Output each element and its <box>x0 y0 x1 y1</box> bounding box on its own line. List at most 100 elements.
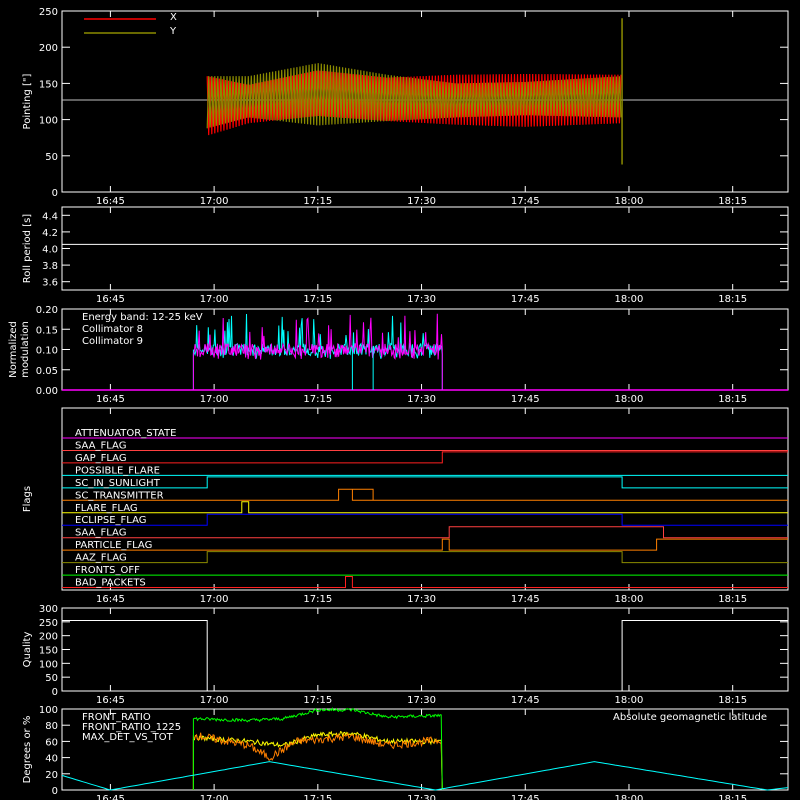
flag-label: POSSIBLE_FLARE <box>75 465 160 476</box>
flag-label: SC_TRANSMITTER <box>75 490 164 501</box>
quality-ylabel: Quality <box>22 632 33 668</box>
ratios-xtick-label: 18:00 <box>615 794 644 800</box>
quality-xtick-label: 17:00 <box>200 695 229 706</box>
flags-frame <box>61 407 789 591</box>
flag-line <box>62 451 788 464</box>
roll_period-xtick-label: 17:30 <box>407 294 436 305</box>
quality-ytick-label: 200 <box>39 632 58 643</box>
quality-ytick-label: 250 <box>39 618 58 629</box>
flag-line <box>62 576 788 589</box>
ratios-legend-label: MAX_DET_VS_TOT <box>82 732 174 743</box>
pointing-xtick-label: 17:15 <box>303 196 332 207</box>
pointing-frame <box>61 10 789 193</box>
flag-line <box>62 538 788 551</box>
flag-label: ECLIPSE_FLAG <box>75 515 146 526</box>
modulation-ytick-label: 0.00 <box>36 386 58 397</box>
roll_period-xtick-label: 17:00 <box>200 294 229 305</box>
pointing-xtick-label: 18:00 <box>615 196 644 207</box>
pointing-ytick-label: 100 <box>39 116 58 127</box>
ratios-ytick-label: 100 <box>39 705 58 716</box>
modulation-ylabel: modulation <box>20 321 31 378</box>
modulation-ylabel: Normalized <box>8 321 19 378</box>
quality-ytick-label: 100 <box>39 659 58 670</box>
ratios-xtick-label: 17:30 <box>407 794 436 800</box>
ratios-legend-label: FRONT_RATIO <box>82 712 151 723</box>
modulation-collimator9-series <box>192 313 443 390</box>
modulation-xtick-label: 17:15 <box>303 394 332 405</box>
pointing-xtick-label: 16:45 <box>96 196 125 207</box>
roll_period-ytick-label: 4.2 <box>42 228 58 239</box>
pointing-y-series <box>206 63 622 129</box>
flags-xtick-label: 17:15 <box>303 594 332 605</box>
pointing-legend-label: X <box>170 12 177 23</box>
roll_period-ylabel: Roll period [s] <box>22 214 33 283</box>
roll_period-xtick-label: 17:15 <box>303 294 332 305</box>
flags-xtick-label: 17:45 <box>511 594 540 605</box>
quality-xtick-label: 16:45 <box>96 695 125 706</box>
modulation-legend-label: Collimator 8 <box>82 324 143 335</box>
roll_period-ytick-label: 4.0 <box>42 245 58 256</box>
modulation-xtick-label: 17:00 <box>200 394 229 405</box>
flags-xtick-label: 18:00 <box>615 594 644 605</box>
pointing-xtick-label: 17:45 <box>511 196 540 207</box>
pointing-legend-label: Y <box>169 26 177 37</box>
ratios-ylabel: Degrees or % <box>22 716 33 784</box>
latitude-series <box>61 761 789 791</box>
ratios-ytick-label: 80 <box>45 721 58 732</box>
flag-label: SAA_FLAG <box>75 440 126 451</box>
flag-label: AAZ_FLAG <box>75 553 127 564</box>
flag-line <box>62 501 788 514</box>
ratios-frame <box>61 708 789 791</box>
flags-ylabel: Flags <box>22 486 33 512</box>
ratios-legend-label: FRONT_RATIO_1225 <box>82 722 181 733</box>
ratios-ytick-label: 0 <box>52 786 58 797</box>
quality-ytick-label: 300 <box>39 604 58 615</box>
roll_period-xtick-label: 17:45 <box>511 294 540 305</box>
roll_period-ytick-label: 4.4 <box>42 211 58 222</box>
flag-label: FLARE_FLAG <box>75 503 138 514</box>
flags-xtick-label: 17:00 <box>200 594 229 605</box>
roll_period-ytick-label: 3.6 <box>42 278 58 289</box>
quality-ytick-label: 50 <box>45 673 58 684</box>
flags-xtick-label: 17:30 <box>407 594 436 605</box>
pointing-ytick-label: 0 <box>52 188 58 199</box>
modulation-ytick-label: 0.10 <box>36 346 58 357</box>
quality-xtick-label: 17:15 <box>303 695 332 706</box>
flag-line <box>62 513 788 526</box>
quality-xtick-label: 18:15 <box>718 695 747 706</box>
pointing-ytick-label: 50 <box>45 152 58 163</box>
pointing-xtick-label: 17:30 <box>407 196 436 207</box>
modulation-xtick-label: 17:45 <box>511 394 540 405</box>
quality-ytick-label: 0 <box>52 687 58 698</box>
flag-label: SC_IN_SUNLIGHT <box>75 478 161 489</box>
roll_period-xtick-label: 18:00 <box>615 294 644 305</box>
flag-label: ATTENUATOR_STATE <box>75 428 176 439</box>
max-det-vs-tot-series <box>192 732 443 791</box>
modulation-xtick-label: 17:30 <box>407 394 436 405</box>
front-ratio-series <box>192 730 443 791</box>
modulation-legend-label: Collimator 9 <box>82 336 143 347</box>
quality-xtick-label: 18:00 <box>615 695 644 706</box>
ratios-xtick-label: 16:45 <box>96 794 125 800</box>
pointing-ytick-label: 200 <box>39 43 58 54</box>
modulation-xtick-label: 18:15 <box>718 394 747 405</box>
flag-line <box>62 526 788 539</box>
pointing-ytick-label: 150 <box>39 79 58 90</box>
front-ratio-1225-series <box>192 707 443 791</box>
flag-label: SAA_FLAG <box>75 528 126 539</box>
roll_period-ytick-label: 3.8 <box>42 261 58 272</box>
flag-label: BAD_PACKETS <box>75 578 146 589</box>
ratios-xtick-label: 17:15 <box>303 794 332 800</box>
modulation-ytick-label: 0.05 <box>36 366 58 377</box>
flag-line <box>62 551 788 564</box>
ratios-ytick-label: 20 <box>45 770 58 781</box>
modulation-xtick-label: 18:00 <box>615 394 644 405</box>
flag-line <box>62 488 788 501</box>
ratios-xtick-label: 17:00 <box>200 794 229 800</box>
roll_period-xtick-label: 16:45 <box>96 294 125 305</box>
ratios-ytick-label: 60 <box>45 737 58 748</box>
latitude-legend-label: Absolute geomagnetic latitude <box>613 712 767 723</box>
ratios-xtick-label: 18:15 <box>718 794 747 800</box>
flag-label: FRONTS_OFF <box>75 565 140 576</box>
